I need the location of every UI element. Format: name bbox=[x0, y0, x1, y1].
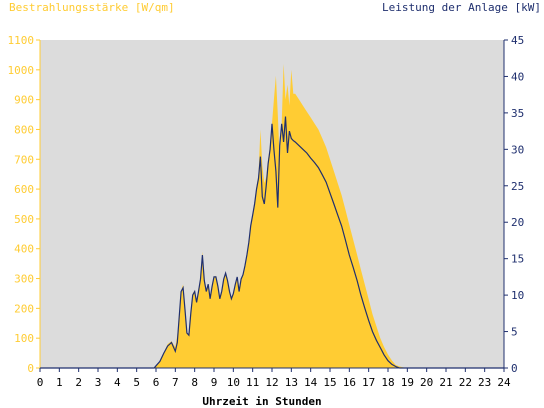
left-tick-label: 600 bbox=[14, 183, 34, 196]
right-tick-label: 40 bbox=[511, 70, 524, 83]
x-tick-label: 24 bbox=[497, 376, 511, 389]
right-tick-label: 35 bbox=[511, 107, 524, 120]
left-tick-label: 800 bbox=[14, 123, 34, 136]
x-tick-label: 14 bbox=[304, 376, 318, 389]
left-tick-label: 0 bbox=[27, 362, 34, 375]
x-tick-label: 23 bbox=[478, 376, 491, 389]
x-tick-label: 2 bbox=[75, 376, 82, 389]
x-tick-label: 5 bbox=[133, 376, 140, 389]
irradiance-area bbox=[40, 63, 504, 369]
left-tick-label: 1000 bbox=[8, 64, 35, 77]
x-tick-label: 11 bbox=[246, 376, 259, 389]
left-tick-label: 700 bbox=[14, 153, 34, 166]
x-tick-label: 8 bbox=[191, 376, 198, 389]
x-tick-label: 17 bbox=[362, 376, 375, 389]
x-tick-label: 22 bbox=[459, 376, 472, 389]
left-tick-label: 100 bbox=[14, 332, 34, 345]
x-tick-label: 7 bbox=[172, 376, 179, 389]
left-axis-title: Bestrahlungsstärke [W/qm] bbox=[9, 1, 175, 14]
x-tick-label: 18 bbox=[381, 376, 394, 389]
left-tick-label: 1100 bbox=[8, 34, 35, 47]
right-tick-label: 25 bbox=[511, 180, 524, 193]
x-tick-label: 3 bbox=[95, 376, 102, 389]
x-tick-label: 15 bbox=[323, 376, 336, 389]
right-tick-label: 5 bbox=[511, 326, 518, 339]
right-tick-label: 15 bbox=[511, 253, 524, 266]
x-tick-label: 20 bbox=[420, 376, 433, 389]
right-tick-label: 30 bbox=[511, 143, 524, 156]
x-tick-label: 19 bbox=[401, 376, 414, 389]
power-line bbox=[40, 116, 504, 369]
left-tick-label: 300 bbox=[14, 273, 34, 286]
x-tick-label: 16 bbox=[343, 376, 356, 389]
right-tick-label: 45 bbox=[511, 34, 524, 47]
left-tick-label: 200 bbox=[14, 302, 34, 315]
right-tick-label: 20 bbox=[511, 216, 524, 229]
left-tick-label: 400 bbox=[14, 243, 34, 256]
x-axis-ticks: 0 1 2 3 4 5 6 7 8 9 10 11 12 13 14 15 16 17 18 19 20 21 22 23 24 bbox=[37, 368, 511, 389]
x-tick-label: 21 bbox=[439, 376, 452, 389]
x-tick-label: 6 bbox=[153, 376, 160, 389]
x-tick-label: 13 bbox=[285, 376, 298, 389]
x-tick-label: 10 bbox=[227, 376, 240, 389]
x-tick-label: 12 bbox=[265, 376, 278, 389]
right-tick-label: 10 bbox=[511, 289, 524, 302]
x-tick-label: 1 bbox=[56, 376, 63, 389]
x-tick-label: 0 bbox=[37, 376, 44, 389]
x-axis-title: Uhrzeit in Stunden bbox=[202, 395, 321, 408]
left-tick-label: 900 bbox=[14, 94, 34, 107]
left-tick-label: 500 bbox=[14, 213, 34, 226]
right-axis-ticks: 0 5 10 15 20 25 30 35 40 45 bbox=[504, 34, 524, 375]
x-tick-label: 4 bbox=[114, 376, 121, 389]
left-axis-ticks: 0 100 200 300 400 500 600 700 800 900 1000 1100 bbox=[8, 34, 40, 375]
x-tick-label: 9 bbox=[211, 376, 218, 389]
right-axis-title: Leistung der Anlage [kW] bbox=[382, 1, 541, 14]
right-tick-label: 0 bbox=[511, 362, 518, 375]
